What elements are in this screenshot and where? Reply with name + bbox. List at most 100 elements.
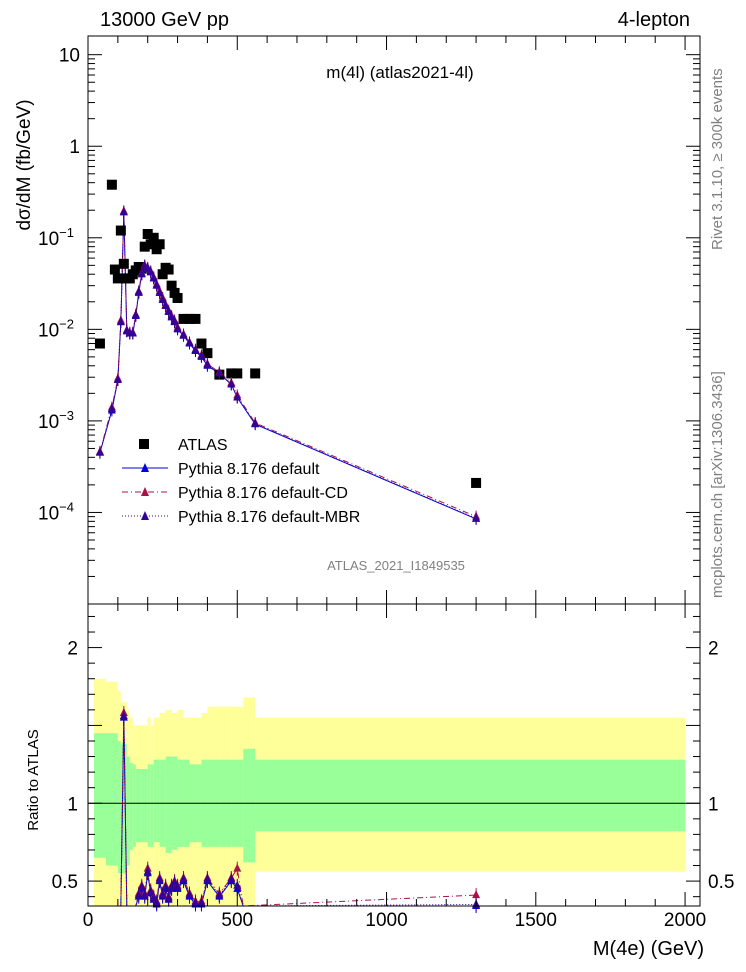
main-panel: 10−4 10−3 10−2 10−1 1 10 m(4l) (atlas2021-4l)…: [14, 35, 701, 605]
data-point-3: [173, 323, 182, 332]
main-y-tick-label: 10−3: [38, 408, 74, 433]
ratio-point-2: [233, 880, 242, 889]
main-y-tick-label: 10: [59, 46, 80, 67]
data-point-atlas: [157, 269, 168, 280]
x-tick-label: 0: [83, 910, 94, 931]
data-point-3: [227, 379, 236, 388]
green-band-bin: [132, 764, 136, 847]
green-band-bin: [120, 744, 127, 874]
data-point-atlas: [142, 229, 153, 240]
data-point-atlas: [178, 313, 189, 324]
data-point-3: [170, 316, 179, 325]
legend-label: Pythia 8.176 default: [178, 461, 320, 478]
data-point-3: [251, 418, 260, 427]
ratio-point-2: [227, 874, 236, 883]
ratio-point-2: [146, 886, 155, 895]
legend-label: Pythia 8.176 default-CD: [178, 485, 348, 502]
data-point-atlas: [106, 179, 117, 190]
ratio-point-2: [197, 897, 206, 906]
green-band-bin: [117, 740, 121, 874]
data-point-atlas: [202, 348, 213, 359]
data-point-atlas: [172, 292, 183, 303]
ratio-uncertainty-bands: [93, 678, 686, 906]
data-point-3: [203, 359, 212, 368]
main-y-tick-label: 1: [69, 137, 80, 158]
ratio-y-tick-label-right: 2: [708, 639, 719, 660]
main-y-label: dσ/dM (fb/GeV): [14, 99, 35, 230]
data-point-3: [137, 269, 146, 278]
data-point-3: [113, 374, 122, 383]
data-point-atlas: [184, 313, 195, 324]
ratio-y-axis: 0.5 0.5 1 1 2 2: [52, 615, 734, 898]
series-line-2: [99, 211, 477, 518]
ratio-point-2: [170, 877, 179, 886]
main-series-marks: [94, 179, 482, 525]
legend-label: ATLAS: [178, 437, 228, 454]
green-band-bin: [165, 756, 172, 854]
data-point-atlas: [166, 280, 177, 291]
header-left: 13000 GeV pp: [100, 9, 229, 31]
data-point-atlas: [139, 241, 150, 252]
data-point-3: [128, 328, 137, 337]
ratio-point-2: [167, 882, 176, 891]
green-band-bin: [147, 764, 151, 847]
data-point-3: [215, 368, 224, 377]
ratio-point-2: [137, 882, 146, 891]
ratio-point-1: [233, 863, 242, 872]
data-point-atlas: [250, 368, 261, 379]
data-point-3: [472, 513, 481, 522]
green-band-bin: [105, 733, 118, 866]
green-band-bin: [153, 759, 160, 843]
header-right: 4-lepton: [618, 9, 690, 31]
x-tick-label: 2000: [664, 910, 706, 931]
data-point-atlas: [112, 273, 123, 284]
data-point-atlas: [226, 368, 237, 379]
data-point-atlas: [115, 225, 126, 236]
green-band-bin: [141, 769, 148, 843]
main-x-axis: [87, 36, 686, 604]
ratio-series-marks: [119, 705, 481, 913]
data-point-atlas: [109, 264, 120, 275]
green-band-bin: [126, 756, 130, 866]
data-point-atlas: [163, 264, 174, 275]
data-point-3: [116, 317, 125, 326]
data-point-3: [95, 447, 104, 456]
green-band-bin: [135, 769, 142, 843]
data-point-3: [158, 294, 167, 303]
data-point-3: [134, 287, 143, 296]
data-point-atlas: [148, 232, 159, 243]
ratio-y-tick-label-right: 1: [708, 794, 719, 815]
data-point-3: [155, 287, 164, 296]
data-point-3: [146, 267, 155, 276]
x-tick-label: 500: [221, 910, 253, 931]
ratio-point-2: [161, 882, 170, 891]
data-point-atlas: [118, 258, 129, 269]
ratio-point-2: [158, 890, 167, 899]
legend-marker: [141, 463, 149, 472]
ratio-point-2: [143, 866, 152, 875]
legend-label: Pythia 8.176 default-MBR: [178, 509, 360, 526]
ratio-point-1: [472, 890, 481, 899]
ratio-point-2: [173, 882, 182, 891]
data-point-atlas: [154, 239, 165, 250]
ratio-y-tick-label: 1: [67, 794, 78, 815]
data-point-atlas: [196, 338, 207, 349]
ratio-x-axis: 0 500 1000 1500 2000: [83, 604, 706, 931]
green-band-bin: [243, 748, 256, 863]
ratio-point-2: [179, 874, 188, 883]
data-point-3: [152, 280, 161, 289]
main-title: m(4l) (atlas2021-4l): [326, 63, 473, 82]
ratio-y-tick-label: 2: [67, 639, 78, 660]
side-label-bottom: mcplots.cern.ch [arXiv:1306.3436]: [709, 371, 726, 598]
ratio-point-2: [164, 893, 173, 902]
data-point-3: [233, 392, 242, 401]
data-point-atlas: [145, 239, 156, 250]
legend-marker: [141, 487, 149, 496]
ratio-panel: 0.5 0.5 1 1 2 2 0 500 1000 1500 2000 Ratio to ATL…: [25, 603, 734, 960]
ratio-point-2: [149, 893, 158, 902]
data-point-3: [179, 330, 188, 339]
data-point-3: [185, 337, 194, 346]
data-point-3: [149, 273, 158, 282]
ratio-point-2: [185, 890, 194, 899]
data-point-3: [161, 300, 170, 309]
